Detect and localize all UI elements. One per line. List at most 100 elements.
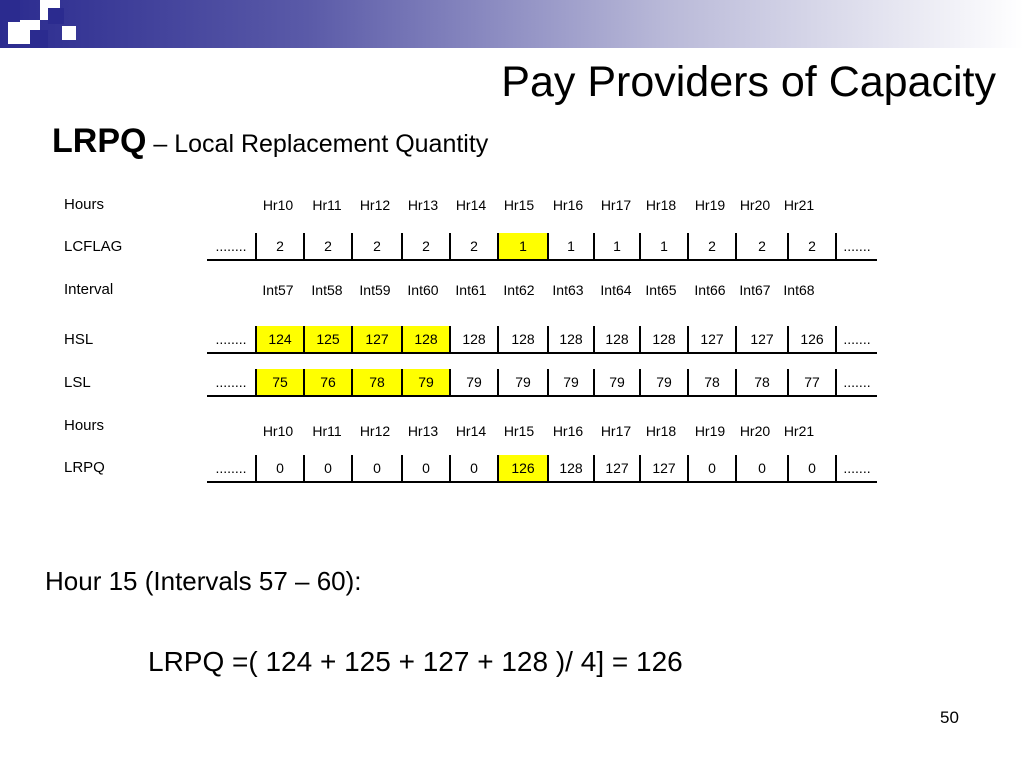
lcflag-cell-9: 2 xyxy=(687,233,735,259)
interval-header-6: Int63 xyxy=(552,282,584,298)
hours2-header-3: Hr13 xyxy=(407,423,439,439)
subtitle-description: – Local Replacement Quantity xyxy=(146,130,489,158)
lrpq-cell-2: 0 xyxy=(351,455,401,481)
hours2-header-8: Hr18 xyxy=(645,423,677,439)
hsl-cell-10: 127 xyxy=(735,326,787,352)
title-bar-gradient xyxy=(0,0,1024,48)
lrpq-trail-cell: ....... xyxy=(835,455,877,481)
hours2-header-7: Hr17 xyxy=(600,423,632,439)
hsl-cell-6: 128 xyxy=(547,326,593,352)
row-label-hsl: HSL xyxy=(64,331,94,348)
row-label-hours-2: Hours xyxy=(64,417,105,434)
lcflag-trail-cell: ....... xyxy=(835,233,877,259)
lrpq-cell-0: 0 xyxy=(255,455,303,481)
subtitle-abbreviation: LRPQ xyxy=(52,122,147,160)
lcflag-cell-1: 2 xyxy=(303,233,351,259)
interval-header-2: Int59 xyxy=(359,282,391,298)
hours-header-5: Hr15 xyxy=(503,197,535,213)
lsl-cell-3: 79 xyxy=(401,369,449,395)
lsl-cell-10: 78 xyxy=(735,369,787,395)
hours-header-7: Hr17 xyxy=(600,197,632,213)
hsl-cell-9: 127 xyxy=(687,326,735,352)
hours-header-10: Hr20 xyxy=(739,197,771,213)
hours-header-4: Hr14 xyxy=(455,197,487,213)
lrpq-cell-5: 126 xyxy=(497,455,547,481)
hsl-lead-cell: ........ xyxy=(215,331,247,347)
interval-header-7: Int64 xyxy=(600,282,632,298)
hsl-trail-cell: ....... xyxy=(835,326,877,352)
lcflag-lead-cell: ........ xyxy=(215,238,247,254)
hours2-header-10: Hr20 xyxy=(739,423,771,439)
lsl-row: ........ 75 76 78 79 79 79 79 79 79 78 78 77....... xyxy=(207,369,877,397)
lcflag-cell-0: 2 xyxy=(255,233,303,259)
lrpq-cell-11: 0 xyxy=(787,455,835,481)
interval-header-11: Int68 xyxy=(783,282,815,298)
interval-header-0: Int57 xyxy=(262,282,294,298)
interval-header-4: Int61 xyxy=(455,282,487,298)
lcflag-cell-7: 1 xyxy=(593,233,639,259)
hours-header-6: Hr16 xyxy=(552,197,584,213)
hours2-header-5: Hr15 xyxy=(503,423,535,439)
hours-header-1: Hr11 xyxy=(312,197,342,213)
formula-heading: Hour 15 (Intervals 57 – 60): xyxy=(45,566,362,596)
slide-subtitle: LRPQ – Local Replacement Quantity xyxy=(52,122,488,161)
lsl-cell-1: 76 xyxy=(303,369,351,395)
lsl-trail-cell: ....... xyxy=(835,369,877,395)
hours2-header-11: Hr21 xyxy=(783,423,815,439)
lrpq-row: ........ 0 0 0 0 0 126 128 127 127 0 0 0....... xyxy=(207,455,877,483)
lcflag-cell-5: 1 xyxy=(497,233,547,259)
lsl-cell-0: 75 xyxy=(255,369,303,395)
lcflag-cell-6: 1 xyxy=(547,233,593,259)
hsl-cell-11: 126 xyxy=(787,326,835,352)
hsl-cell-4: 128 xyxy=(449,326,497,352)
lsl-cell-6: 79 xyxy=(547,369,593,395)
hours2-header-4: Hr14 xyxy=(455,423,487,439)
formula-equation: LRPQ =( 124 + 125 + 127 + 128 )/ 4] = 12… xyxy=(148,646,683,677)
lsl-lead-cell: ........ xyxy=(215,374,247,390)
lsl-cell-5: 79 xyxy=(497,369,547,395)
lcflag-cell-11: 2 xyxy=(787,233,835,259)
lcflag-cell-3: 2 xyxy=(401,233,449,259)
lsl-cell-2: 78 xyxy=(351,369,401,395)
row-label-lrpq: LRPQ xyxy=(64,459,105,476)
lsl-cell-7: 79 xyxy=(593,369,639,395)
lrpq-cell-8: 127 xyxy=(639,455,687,481)
hsl-cell-0: 124 xyxy=(255,326,303,352)
row-label-lsl: LSL xyxy=(64,374,91,391)
hsl-cell-3: 128 xyxy=(401,326,449,352)
page-number: 50 xyxy=(940,708,959,727)
lsl-cell-8: 79 xyxy=(639,369,687,395)
hours2-header-6: Hr16 xyxy=(552,423,584,439)
slide-title: Pay Providers of Capacity xyxy=(501,58,996,106)
lrpq-cell-1: 0 xyxy=(303,455,351,481)
hsl-cell-5: 128 xyxy=(497,326,547,352)
interval-header-5: Int62 xyxy=(503,282,535,298)
hours2-header-2: Hr12 xyxy=(359,423,391,439)
lrpq-cell-9: 0 xyxy=(687,455,735,481)
lrpq-cell-7: 127 xyxy=(593,455,639,481)
hours-header-8: Hr18 xyxy=(645,197,677,213)
lrpq-cell-4: 0 xyxy=(449,455,497,481)
lsl-cell-4: 79 xyxy=(449,369,497,395)
interval-header-10: Int67 xyxy=(739,282,771,298)
hsl-cell-7: 128 xyxy=(593,326,639,352)
lcflag-cell-10: 2 xyxy=(735,233,787,259)
interval-header-9: Int66 xyxy=(694,282,726,298)
lcflag-cell-2: 2 xyxy=(351,233,401,259)
lrpq-cell-3: 0 xyxy=(401,455,449,481)
logo-squares xyxy=(0,0,80,64)
hours-header-0: Hr10 xyxy=(262,197,294,213)
row-label-hours: Hours xyxy=(64,196,105,213)
hours-header-9: Hr19 xyxy=(694,197,726,213)
lsl-cell-9: 78 xyxy=(687,369,735,395)
lrpq-cell-6: 128 xyxy=(547,455,593,481)
hsl-cell-1: 125 xyxy=(303,326,351,352)
lrpq-cell-10: 0 xyxy=(735,455,787,481)
lrpq-lead-cell: ........ xyxy=(215,460,247,476)
row-label-interval: Interval xyxy=(64,281,114,298)
hsl-row: ........ 124 125 127 128 128 128 128 128 128 127 12… xyxy=(207,326,877,354)
interval-header-1: Int58 xyxy=(311,282,343,298)
hsl-cell-2: 127 xyxy=(351,326,401,352)
hsl-cell-8: 128 xyxy=(639,326,687,352)
lsl-cell-11: 77 xyxy=(787,369,835,395)
